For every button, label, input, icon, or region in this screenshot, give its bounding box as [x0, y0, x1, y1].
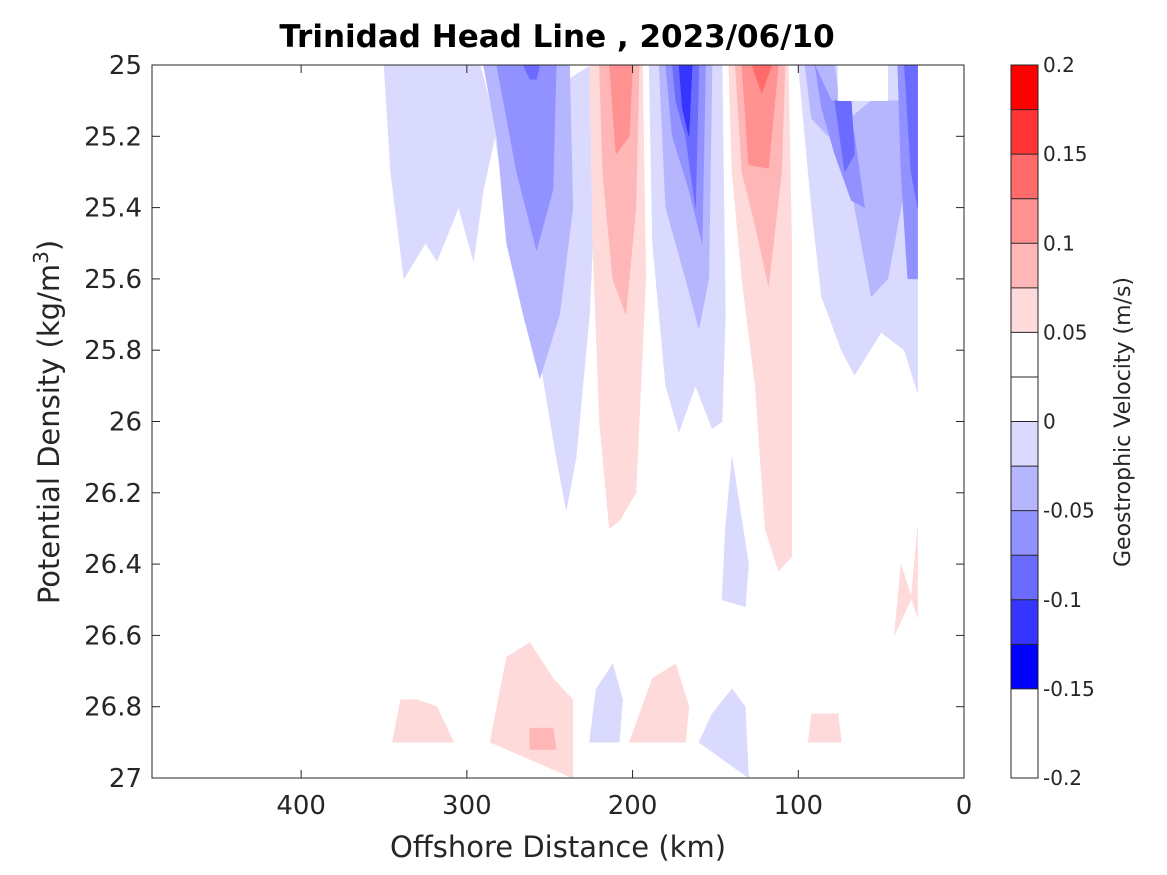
- contour-region-pos-deep-5: [894, 528, 918, 636]
- colorbar-band-7: [1011, 376, 1038, 422]
- y-tick-labels: 25 25.2 25.4 25.6 25.8 26 26.2 26.4 26.6 26.8 27: [84, 51, 142, 794]
- contour-regions: [383, 64, 918, 779]
- x-tick-label-0: 400: [276, 791, 326, 821]
- colorbar-band-2: [1011, 154, 1038, 199]
- colorbar-tick-labels: 0.2 0.15 0.1 0.05 0 -0.05 -0.1 -0.15 -0.2: [1043, 53, 1095, 790]
- plot-frame: [151, 64, 965, 779]
- contour-region-pos-deep-2b: [529, 727, 557, 750]
- contour-region-neg-thin-deep: [721, 457, 749, 608]
- colorbar-frame: [1010, 64, 1039, 779]
- colorbar-band-1: [1011, 109, 1038, 155]
- colorbar-band-0: [1011, 65, 1038, 110]
- colorbar-band-6: [1011, 332, 1038, 377]
- y-axis-label-main: Potential Density (kg/m: [32, 264, 66, 604]
- contour-region-nodata-onshore-notch: [837, 64, 889, 101]
- colorbar-tick-label-1: 0.15: [1043, 142, 1088, 166]
- colorbar-tick-label-2: 0.1: [1043, 231, 1075, 255]
- y-axis-label-superscript: 3: [29, 251, 53, 264]
- y-tick-label-4: 25.8: [84, 336, 142, 366]
- colorbar: [1010, 64, 1039, 779]
- colorbar-band-9: [1011, 466, 1038, 511]
- contour-region-neg-deep-1: [589, 663, 623, 743]
- x-axis-label: Offshore Distance (km): [390, 830, 726, 864]
- contour-region-pos-deep-4: [807, 713, 842, 743]
- chart-title: Trinidad Head Line , 2023/06/10: [279, 19, 834, 55]
- colorbar-tick-label-4: 0: [1043, 410, 1056, 434]
- colorbar-band-4: [1011, 243, 1038, 288]
- x-tick-label-3: 100: [773, 791, 823, 821]
- x-tick-label-2: 200: [608, 791, 658, 821]
- colorbar-band-3: [1011, 198, 1038, 244]
- contour-region-pos-deep-3: [628, 663, 690, 743]
- x-tick-labels: 400 300 200 100 0: [276, 791, 972, 821]
- y-tick-label-7: 26.4: [84, 550, 142, 580]
- colorbar-tick-label-3: 0.05: [1043, 320, 1088, 344]
- contour-region-neg-deep-2: [698, 688, 749, 779]
- y-axis-label-close: ): [32, 240, 66, 251]
- contour-region-pos-deep-1: [391, 699, 454, 743]
- y-tick-label-9: 26.8: [84, 693, 142, 723]
- x-tick-label-1: 300: [442, 791, 492, 821]
- x-tick-label-4: 0: [956, 791, 973, 821]
- colorbar-band-8: [1011, 421, 1038, 467]
- colorbar-band-11: [1011, 555, 1038, 600]
- colorbar-band-10: [1011, 510, 1038, 556]
- y-tick-label-10: 27: [109, 764, 142, 794]
- y-tick-label-6: 26.2: [84, 479, 142, 509]
- y-tick-label-2: 25.4: [84, 194, 142, 224]
- colorbar-tick-label-6: -0.1: [1043, 588, 1082, 612]
- colorbar-band-12: [1011, 599, 1038, 645]
- y-tick-label-1: 25.2: [84, 122, 142, 152]
- colorbar-tick-label-7: -0.15: [1043, 677, 1095, 701]
- colorbar-band-13: [1011, 644, 1038, 689]
- y-axis-label: Potential Density (kg/m3): [29, 240, 66, 604]
- colorbar-tick-label-8: -0.2: [1043, 766, 1082, 790]
- colorbar-tick-label-0: 0.2: [1043, 53, 1075, 77]
- y-tick-label-8: 26.6: [84, 621, 142, 651]
- colorbar-label: Geostrophic Velocity (m/s): [1111, 277, 1136, 567]
- y-tick-label-5: 26: [109, 408, 142, 438]
- y-tick-label-0: 25: [109, 51, 142, 81]
- colorbar-band-5: [1011, 287, 1038, 333]
- colorbar-tick-label-5: -0.05: [1043, 499, 1095, 523]
- y-tick-label-3: 25.6: [84, 265, 142, 295]
